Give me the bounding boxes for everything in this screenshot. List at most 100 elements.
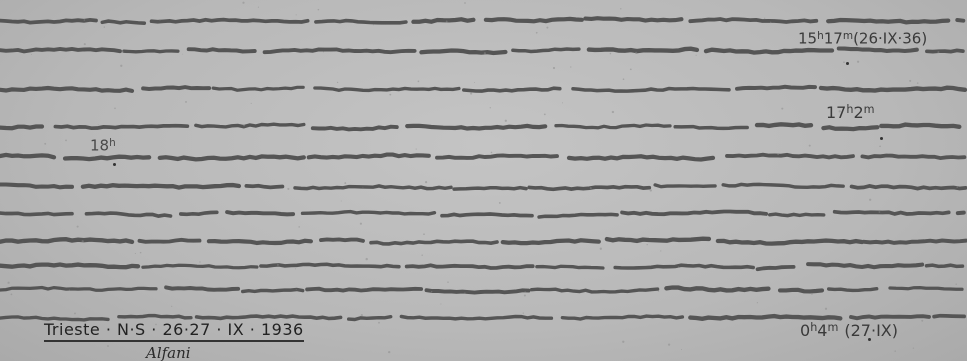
- trace-segment: [435, 153, 559, 160]
- trace-segment: [194, 314, 343, 321]
- trace-segment: [836, 46, 919, 54]
- film-grain: [139, 251, 142, 254]
- time-mark-04-hours: 0: [800, 321, 811, 341]
- trace-segment: [826, 17, 951, 25]
- film-grain: [629, 20, 631, 22]
- trace-segment: [566, 154, 716, 162]
- tick-mark-1517: [846, 62, 849, 65]
- trace-segment: [821, 125, 880, 132]
- trace-segment: [818, 85, 967, 93]
- trace-segment: [178, 210, 219, 217]
- trace-segment: [571, 86, 731, 93]
- film-grain: [490, 151, 493, 154]
- film-grain: [543, 113, 546, 116]
- trace-segment: [0, 211, 74, 217]
- trace-segment: [53, 123, 190, 131]
- film-grain: [955, 283, 957, 285]
- trace-segment: [560, 314, 685, 321]
- film-grain: [389, 93, 392, 96]
- trace-segment: [955, 18, 966, 23]
- film-grain: [83, 43, 86, 46]
- film-grain: [7, 281, 10, 284]
- trace-segment: [117, 313, 193, 320]
- trace-segment: [0, 262, 141, 270]
- film-grain: [388, 350, 391, 354]
- film-grain: [44, 142, 47, 145]
- trace-segment: [0, 152, 57, 160]
- trace-segment: [122, 49, 180, 54]
- film-grain: [276, 263, 279, 266]
- film-grain: [524, 291, 526, 293]
- time-mark-18: 18h: [90, 138, 116, 154]
- film-grain: [808, 144, 811, 147]
- film-grain: [498, 201, 501, 204]
- trace-segment: [703, 47, 835, 55]
- film-grain: [10, 293, 13, 296]
- film-grain: [622, 340, 625, 343]
- film-grain: [344, 182, 347, 185]
- time-mark-1517-minutes: 17: [823, 29, 843, 48]
- film-grain: [546, 26, 549, 29]
- film-grain: [365, 257, 368, 261]
- film-grain: [68, 289, 70, 291]
- film-grain: [474, 82, 476, 84]
- film-grain: [362, 186, 364, 188]
- trace-segment: [511, 47, 581, 54]
- time-mark-04: 0h4m (27·IX): [800, 322, 898, 339]
- trace-segment: [832, 209, 951, 216]
- trace-segment: [306, 152, 431, 160]
- film-grain: [483, 52, 487, 55]
- film-grain: [76, 225, 79, 228]
- trace-segment: [452, 185, 528, 191]
- trace-segment: [725, 152, 855, 160]
- film-grain: [295, 14, 297, 16]
- film-grain: [657, 290, 660, 292]
- time-mark-1517-hours: 15: [798, 29, 818, 48]
- time-mark-1517-date: (26·IX·36): [853, 29, 928, 48]
- film-grain: [489, 107, 491, 109]
- trace-segment: [500, 238, 601, 246]
- trace-segment: [0, 46, 122, 54]
- film-grain: [298, 226, 300, 228]
- film-grain: [154, 349, 156, 352]
- film-grain: [294, 268, 296, 270]
- film-grain: [242, 1, 245, 4]
- film-grain: [523, 294, 526, 297]
- film-grain: [83, 19, 86, 21]
- trace-segment: [604, 236, 712, 244]
- trace-segment: [399, 314, 554, 321]
- film-grain: [756, 302, 759, 304]
- film-grain: [120, 64, 123, 67]
- film-grain: [257, 6, 259, 8]
- film-grain: [589, 187, 592, 190]
- trace-segment: [404, 263, 535, 270]
- film-grain: [336, 81, 339, 84]
- trace-segment: [62, 154, 152, 162]
- trace-segment: [411, 17, 476, 24]
- trace-segment: [860, 153, 967, 161]
- trace-segment: [715, 238, 865, 246]
- film-grain: [570, 66, 572, 68]
- film-grain: [447, 281, 449, 283]
- film-grain: [681, 349, 682, 350]
- time-mark-04-minutes: 4: [817, 321, 828, 341]
- film-grain: [121, 50, 124, 53]
- film-grain: [609, 52, 612, 55]
- trace-segment: [653, 183, 717, 189]
- film-grain: [695, 54, 697, 56]
- film-grain: [909, 79, 912, 82]
- trace-segment: [925, 48, 965, 54]
- film-grain: [425, 181, 428, 184]
- trace-segment: [314, 18, 408, 25]
- film-grain: [769, 21, 772, 24]
- trace-segment: [537, 212, 619, 219]
- trace-segment: [80, 182, 242, 190]
- film-grain: [114, 107, 116, 110]
- trace-segment: [225, 210, 296, 217]
- trace-segment: [620, 209, 769, 217]
- film-grain: [295, 289, 297, 290]
- trace-segment: [849, 314, 931, 321]
- trace-segment: [0, 182, 75, 190]
- trace-segment: [84, 211, 173, 218]
- film-grain: [415, 148, 417, 150]
